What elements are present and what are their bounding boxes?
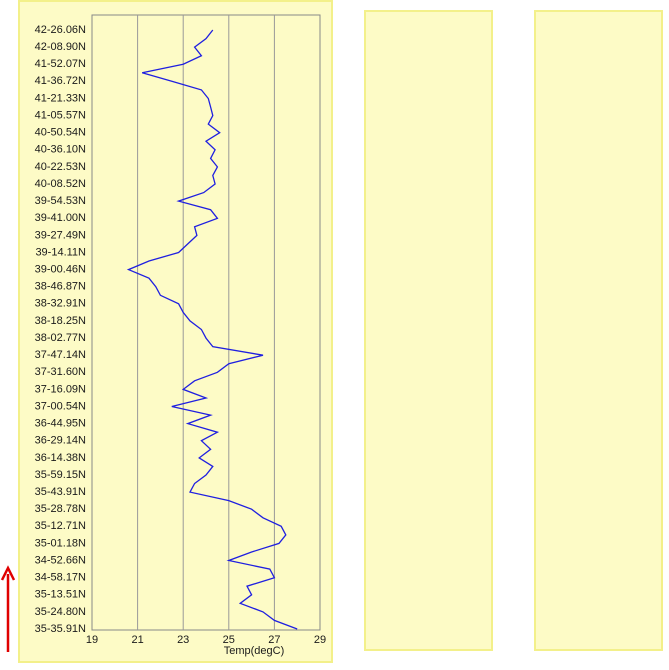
y-tick-label: 36-44.95N <box>35 418 86 430</box>
x-tick-label: 29 <box>314 634 326 646</box>
y-tick-label: 40-08.52N <box>35 178 86 190</box>
y-tick-label: 38-46.87N <box>35 281 86 293</box>
y-tick-label: 34-52.66N <box>35 554 86 566</box>
y-tick-label: 41-21.33N <box>35 92 86 104</box>
y-tick-label: 39-00.46N <box>35 264 86 276</box>
y-tick-label: 35-13.51N <box>35 589 86 601</box>
y-tick-label: 40-36.10N <box>35 144 86 156</box>
x-axis-label: Temp(degC) <box>224 645 285 657</box>
y-tick-label: 42-08.90N <box>35 41 86 53</box>
y-tick-label: 41-52.07N <box>35 58 86 70</box>
y-tick-label: 40-50.54N <box>35 127 86 139</box>
direction-arrow-head <box>0 565 16 581</box>
y-tick-label: 40-22.53N <box>35 161 86 173</box>
y-tick-label: 41-05.57N <box>35 109 86 121</box>
y-tick-label: 39-27.49N <box>35 229 86 241</box>
x-tick-label: 25 <box>223 634 235 646</box>
y-tick-label: 39-14.11N <box>35 246 86 258</box>
y-tick-label: 42-26.06N <box>35 24 86 36</box>
y-tick-label: 35-43.91N <box>35 486 86 498</box>
y-tick-label: 38-02.77N <box>35 332 86 344</box>
y-tick-label: 35-35.91N <box>35 623 86 635</box>
empty-panel <box>534 10 663 651</box>
y-tick-label: 35-28.78N <box>35 503 86 515</box>
y-tick-label: 36-14.38N <box>35 452 86 464</box>
y-tick-label: 37-00.54N <box>35 400 86 412</box>
y-tick-label: 41-36.72N <box>35 75 86 87</box>
y-tick-label: 37-31.60N <box>35 366 86 378</box>
x-tick-label: 23 <box>177 634 189 646</box>
y-tick-label: 39-41.00N <box>35 212 86 224</box>
empty-panel <box>364 10 493 651</box>
y-tick-label: 39-54.53N <box>35 195 86 207</box>
y-tick-label: 38-18.25N <box>35 315 86 327</box>
y-tick-label: 35-01.18N <box>35 537 86 549</box>
y-tick-label: 35-59.15N <box>35 469 86 481</box>
y-tick-label: 36-29.14N <box>35 435 86 447</box>
x-tick-label: 19 <box>86 634 98 646</box>
plot: 19 21 23 25 27 29 42-26.06N 42-08.90N 41-52.07N 4… <box>35 15 326 646</box>
y-tick-label: 34-58.17N <box>35 572 86 584</box>
x-tick-label: 27 <box>268 634 280 646</box>
y-tick-label: 35-12.71N <box>35 520 86 532</box>
y-tick-label: 38-32.91N <box>35 298 86 310</box>
y-tick-label: 37-47.14N <box>35 349 86 361</box>
y-tick-label: 37-16.09N <box>35 383 86 395</box>
plot-area <box>91 14 321 631</box>
y-tick-label: 35-24.80N <box>35 606 86 618</box>
temperature-line <box>126 29 298 630</box>
x-tick-label: 21 <box>131 634 143 646</box>
